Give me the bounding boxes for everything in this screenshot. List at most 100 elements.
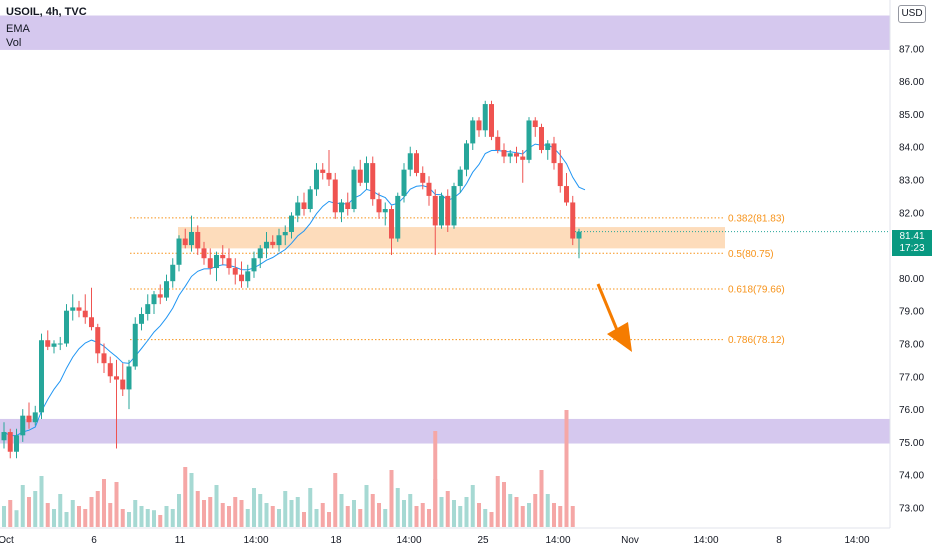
volume-bar <box>514 497 519 527</box>
bar-countdown: 17:23 <box>899 243 925 254</box>
candle-body <box>232 268 238 275</box>
volume-bar <box>339 494 344 527</box>
candle-body <box>64 310 69 344</box>
volume-spike-bar <box>433 431 438 527</box>
volume-bar <box>539 470 544 527</box>
volume-bar <box>314 509 319 527</box>
candle-body <box>70 307 76 311</box>
candle-body <box>257 248 263 259</box>
candle-body <box>457 169 463 187</box>
candle-body <box>539 127 544 150</box>
candle-body <box>507 153 513 157</box>
fib-level-label: 0.382(81.83) <box>728 213 785 224</box>
candle-body <box>532 120 538 128</box>
y-tick-label: 82.00 <box>899 208 924 219</box>
candle-body <box>364 163 369 183</box>
candle-body <box>557 163 563 187</box>
volume-bar <box>458 506 463 527</box>
volume-bar <box>202 500 206 527</box>
candle-body <box>145 304 151 314</box>
volume-indicator-label[interactable]: Vol <box>6 37 22 49</box>
volume-bar <box>389 470 394 527</box>
candle-body <box>207 258 213 269</box>
volume-bar <box>464 497 469 527</box>
candle-body <box>132 323 138 367</box>
volume-bar <box>345 506 350 527</box>
candle-body <box>176 238 182 265</box>
x-tick-label: Oct <box>0 535 14 546</box>
y-tick-label: 85.00 <box>899 110 924 121</box>
volume-bar <box>483 509 488 527</box>
currency-button[interactable]: USD <box>898 5 926 23</box>
candle-body <box>576 231 582 239</box>
volume-bar <box>158 515 163 527</box>
symbol-title[interactable]: USOIL, 4h, TVC <box>6 6 87 18</box>
candle-body <box>464 143 469 170</box>
candle-body <box>101 353 107 364</box>
candle-body <box>32 412 38 423</box>
volume-bar <box>527 503 531 527</box>
candle-body <box>376 199 382 213</box>
fib-level-label: 0.786(78.12) <box>728 335 785 346</box>
volume-bar <box>302 512 306 527</box>
volume-bar <box>502 482 506 527</box>
x-tick-label: 6 <box>91 535 97 546</box>
candle-body <box>520 156 526 160</box>
ema-indicator-label[interactable]: EMA <box>6 23 30 35</box>
volume-bar <box>139 506 144 527</box>
candle-body <box>76 307 82 311</box>
volume-bar <box>70 500 75 527</box>
fib-level-label: 0.5(80.75) <box>728 249 774 260</box>
volume-bar <box>395 488 400 527</box>
volume-bar <box>383 509 388 527</box>
candle-body <box>307 189 313 210</box>
candle-body <box>501 149 507 157</box>
volume-bar <box>420 503 425 527</box>
candle-body <box>345 202 351 210</box>
candle-body <box>264 241 269 249</box>
y-tick-label: 86.00 <box>899 77 924 88</box>
volume-bar <box>127 512 131 527</box>
candle-body <box>26 415 32 423</box>
y-tick-label: 75.00 <box>899 438 924 449</box>
candle-body <box>432 195 438 226</box>
candle-body <box>351 169 357 210</box>
x-tick-label: 14:00 <box>396 535 421 546</box>
candle-body <box>326 172 332 180</box>
candle-body <box>270 241 276 246</box>
candle-body <box>389 209 394 239</box>
volume-bar <box>33 491 38 527</box>
volume-bar <box>520 506 525 527</box>
fib-zone <box>178 227 725 249</box>
candle-body <box>139 313 144 324</box>
candle-body <box>314 169 319 190</box>
candle-body <box>39 340 44 413</box>
x-tick-label: 14:00 <box>243 535 268 546</box>
volume-bar <box>220 503 225 527</box>
candle-body <box>170 264 176 282</box>
volume-bar <box>427 509 431 527</box>
candle-body <box>482 104 488 131</box>
volume-bar <box>489 512 494 527</box>
volume-bar <box>83 509 88 527</box>
x-tick-label: 14:00 <box>545 535 570 546</box>
volume-bar <box>195 491 200 527</box>
candle-body <box>426 182 432 196</box>
x-tick-label: 14:00 <box>693 535 718 546</box>
candle-body <box>51 343 57 347</box>
volume-bar <box>333 473 338 527</box>
volume-bar <box>177 494 181 527</box>
candle-body <box>214 254 219 269</box>
volume-bar <box>95 491 100 527</box>
candle-body <box>470 120 476 144</box>
candle-body <box>1 432 7 441</box>
volume-bar <box>358 509 363 527</box>
volume-bar <box>2 506 6 527</box>
volume-bar <box>377 503 381 527</box>
volume-bar <box>320 503 325 527</box>
down-arrow-shaft <box>596 283 619 331</box>
candle-body <box>395 195 401 239</box>
candle-body <box>332 179 338 213</box>
candle-body <box>382 209 388 213</box>
